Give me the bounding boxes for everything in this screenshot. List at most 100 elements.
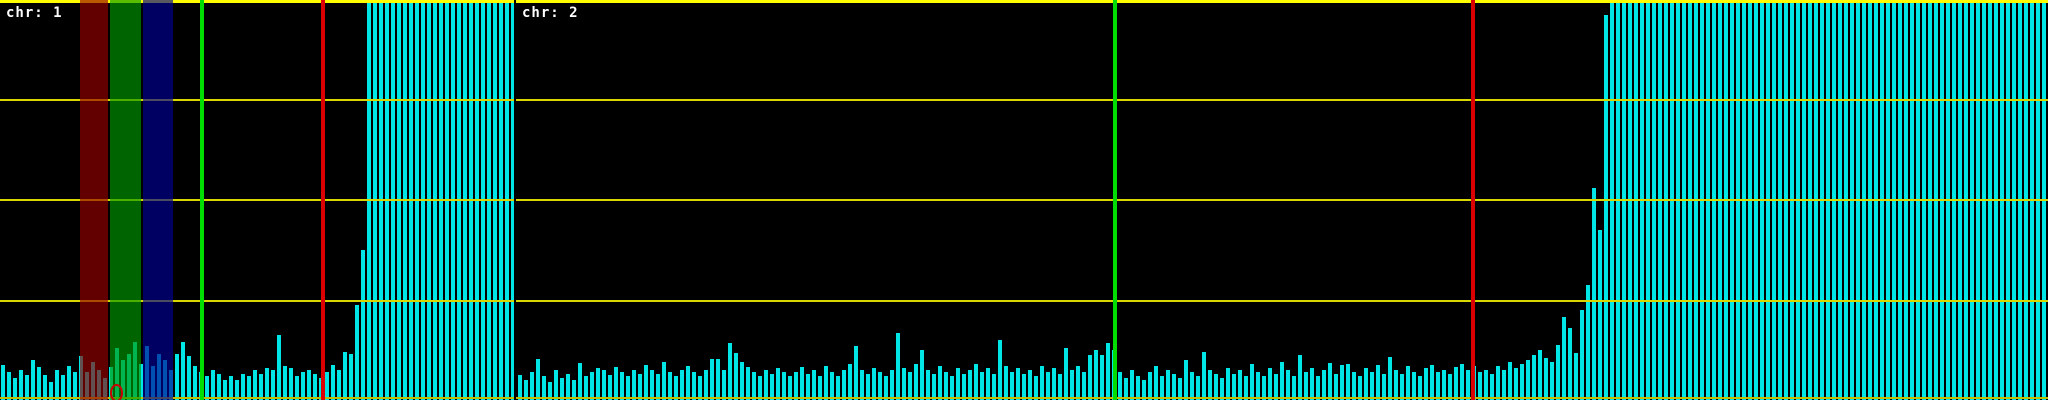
coverage-bar <box>794 372 798 400</box>
coverage-bar <box>1286 370 1290 400</box>
coverage-bar <box>1508 362 1512 400</box>
coverage-bar <box>1370 372 1374 400</box>
coverage-bar <box>211 370 215 400</box>
coverage-bar <box>1052 368 1056 400</box>
coverage-bar <box>1172 374 1176 400</box>
coverage-bar <box>902 368 906 400</box>
coverage-bar <box>1304 372 1308 400</box>
coverage-bar <box>1232 374 1236 400</box>
coverage-bar <box>217 374 221 400</box>
coverage-bar <box>1 365 5 400</box>
coverage-bar <box>1196 376 1200 400</box>
coverage-bar <box>602 370 606 400</box>
coverage-bar <box>1460 364 1464 400</box>
coverage-bar <box>73 372 77 400</box>
red-marker-line <box>321 0 325 400</box>
coverage-bar <box>992 374 996 400</box>
coverage-bar <box>1064 348 1068 400</box>
coverage-bar <box>530 372 534 400</box>
coverage-bar <box>1040 366 1044 400</box>
coverage-bar <box>1406 366 1410 400</box>
coverage-bar <box>1208 370 1212 400</box>
coverage-bar <box>878 372 882 400</box>
coverage-bar <box>1382 374 1386 400</box>
coverage-bar <box>229 376 233 400</box>
coverage-bar <box>866 374 870 400</box>
coverage-bar <box>1262 376 1266 400</box>
coverage-bar <box>608 375 612 400</box>
coverage-bar <box>734 353 738 400</box>
coverage-bar <box>596 368 600 400</box>
coverage-bar <box>25 375 29 400</box>
coverage-bar <box>235 380 239 400</box>
coverage-bar <box>1346 364 1350 400</box>
coverage-bar <box>289 368 293 400</box>
coverage-bar <box>1496 366 1500 400</box>
coverage-bar <box>662 362 666 400</box>
coverage-bar <box>1412 372 1416 400</box>
coverage-bar <box>764 370 768 400</box>
coverage-bar <box>1358 376 1362 400</box>
coverage-bar <box>259 374 263 400</box>
coverage-bar <box>283 366 287 400</box>
coverage-bar <box>956 368 960 400</box>
coverage-bar <box>1268 368 1272 400</box>
band-dark-blue <box>143 0 173 400</box>
coverage-bar <box>704 370 708 400</box>
coverage-bar <box>19 370 23 400</box>
coverage-bar <box>1070 370 1074 400</box>
coverage-bar <box>361 250 365 400</box>
coverage-bar <box>1220 378 1224 400</box>
coverage-bar <box>43 375 47 400</box>
coverage-bar <box>638 374 642 400</box>
coverage-bar <box>1094 350 1098 400</box>
coverage-bar <box>1430 365 1434 400</box>
coverage-bar <box>1454 367 1458 400</box>
coverage-bar <box>187 356 191 400</box>
coverage-bar <box>253 370 257 400</box>
gridline <box>516 99 2048 101</box>
top-border-line <box>516 0 2048 3</box>
bottom-border-line <box>0 397 514 399</box>
coverage-bar <box>518 375 522 400</box>
coverage-bar <box>1424 368 1428 400</box>
coverage-bar <box>301 372 305 400</box>
coverage-bar <box>800 367 804 400</box>
coverage-bar <box>620 372 624 400</box>
coverage-bar <box>1388 357 1392 400</box>
coverage-bar <box>1058 374 1062 400</box>
coverage-bar <box>698 376 702 400</box>
coverage-bar <box>1280 362 1284 400</box>
coverage-bar <box>740 362 744 400</box>
coverage-bar <box>331 365 335 400</box>
coverage-bar <box>241 374 245 400</box>
coverage-bar <box>49 382 53 400</box>
coverage-bar <box>1244 376 1248 400</box>
coverage-bar <box>31 360 35 400</box>
coverage-bar <box>1046 372 1050 400</box>
coverage-bar <box>1004 366 1008 400</box>
coverage-bar <box>836 376 840 400</box>
coverage-bar <box>1088 355 1092 400</box>
coverage-bar <box>1376 365 1380 400</box>
coverage-bar <box>914 364 918 400</box>
coverage-bar <box>1022 374 1026 400</box>
coverage-bar <box>806 374 810 400</box>
panel-chr1[interactable]: chr: 1 <box>0 0 514 400</box>
coverage-bar <box>1334 374 1338 400</box>
coverage-bar <box>1190 372 1194 400</box>
coverage-bar <box>590 372 594 400</box>
coverage-bar <box>343 352 347 400</box>
coverage-bar <box>776 368 780 400</box>
coverage-bar <box>644 365 648 400</box>
coverage-bar <box>782 372 786 400</box>
coverage-bar <box>560 378 564 400</box>
coverage-bar <box>1214 374 1218 400</box>
coverage-bar <box>1118 372 1122 400</box>
coverage-bar <box>614 367 618 400</box>
coverage-bar <box>812 370 816 400</box>
red-marker-line <box>1471 0 1475 400</box>
coverage-bar <box>572 380 576 400</box>
coverage-bar <box>1538 350 1542 400</box>
panel-chr2[interactable]: chr: 2 <box>516 0 2048 400</box>
